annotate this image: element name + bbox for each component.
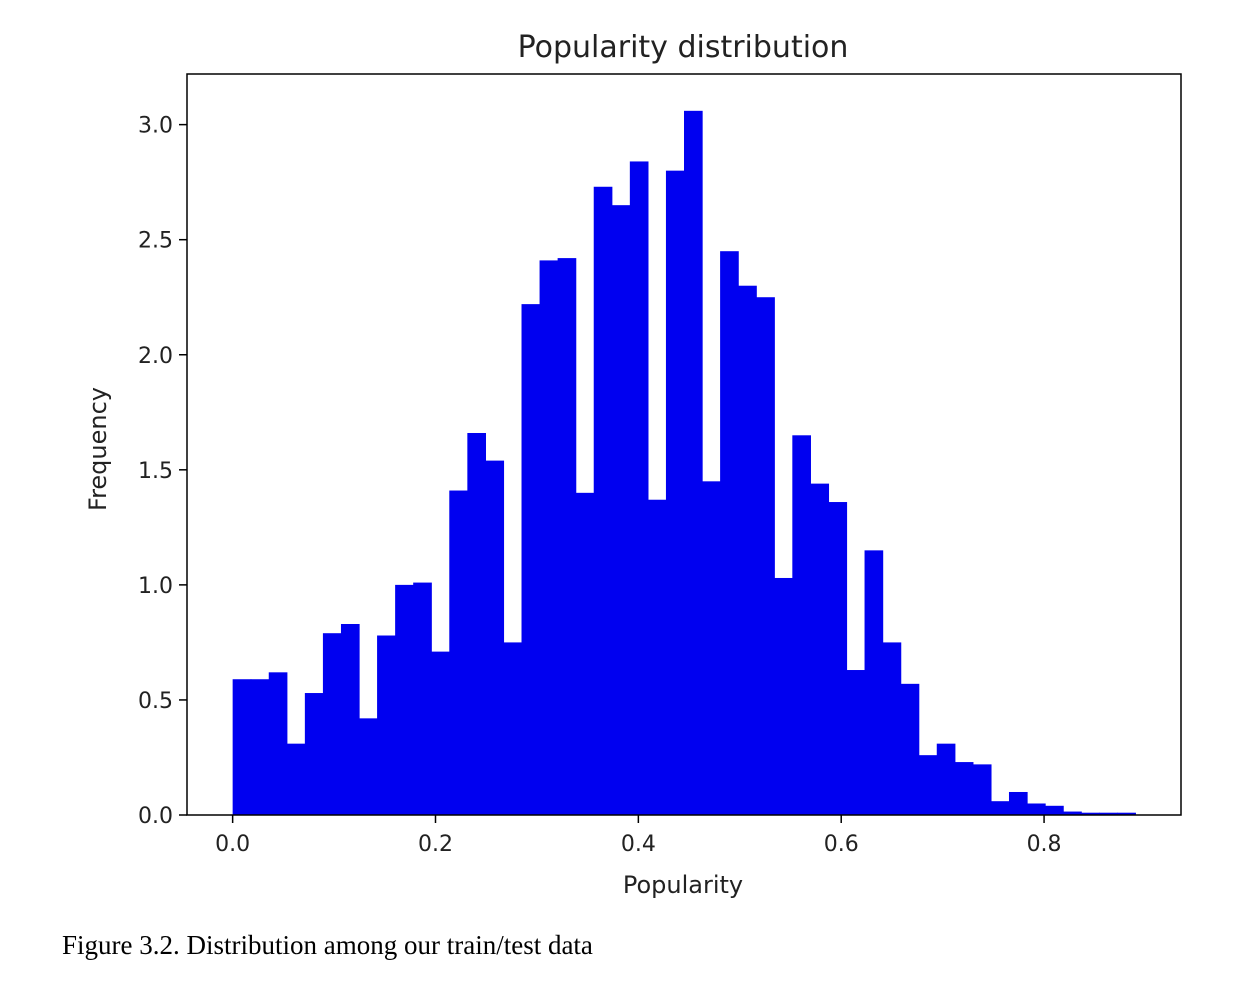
histogram-bar [395,584,414,815]
histogram-bar [250,679,270,815]
histogram-bar [322,633,342,815]
histogram-bar [1008,791,1028,815]
y-tick-label: 2.0 [138,344,173,369]
histogram-bar [954,762,974,815]
histogram-bar [467,432,487,815]
histogram-bar [413,582,432,815]
histogram-bar [611,205,631,816]
histogram-bar [846,670,866,815]
histogram-bar [1027,803,1046,815]
plot-frame [186,73,1182,816]
histogram-bar [720,251,739,815]
histogram-bar [340,623,360,815]
x-tick-label: 0.6 [824,832,859,857]
histogram-bar [286,743,306,815]
histogram-bar [431,651,450,815]
x-axis-label: Popularity [623,871,743,899]
y-tick-label: 2.5 [138,229,173,254]
histogram-bar [990,801,1010,815]
histogram-bar [1063,811,1082,815]
histogram-bar [647,499,667,815]
histogram-bar [810,483,830,815]
histogram-bar [521,304,541,815]
histogram-bar [1099,812,1118,815]
y-tick-label: 0.0 [138,804,173,829]
histogram-bar [665,170,685,816]
histogram-bar [684,110,703,815]
histogram-bar [756,297,775,816]
histogram-bar [918,755,938,815]
y-tick-label: 1.0 [138,574,173,599]
histogram-bar [1117,812,1136,815]
histogram-bar [792,435,811,815]
figure-caption: Figure 3.2. Distribution among our train… [62,930,593,960]
histogram-bar [503,642,523,815]
x-axis-ticks: 0.0 0.2 0.4 0.6 0.8 [215,815,1062,857]
histogram-bar [882,642,902,815]
histogram-bar [936,743,956,815]
histogram-bar [449,490,468,815]
histogram-bar [304,693,324,815]
y-tick-label: 1.5 [138,459,173,484]
histogram-bar [702,481,721,815]
x-tick-label: 0.2 [418,832,453,857]
histogram-chart: Popularity distribution 0.0 0.2 0.4 0.6 0.8 … [84,30,1182,899]
chart-title: Popularity distribution [518,30,849,65]
histogram-bar [738,285,757,815]
y-axis-label: Frequency [84,387,112,511]
y-axis-ticks: 0.0 0.5 1.0 1.5 2.0 2.5 3.0 [138,114,187,829]
histogram-bar [828,502,848,815]
histogram-bars [232,110,1136,816]
x-tick-label: 0.8 [1027,832,1062,857]
y-tick-label: 0.5 [138,689,173,714]
histogram-bar [774,577,793,815]
histogram-bar [593,186,613,815]
histogram-bar [232,679,252,815]
histogram-bar [575,492,595,815]
y-tick-label: 3.0 [138,114,173,139]
histogram-bar [268,672,288,815]
histogram-bar [557,258,577,815]
histogram-bar [359,718,378,815]
x-tick-label: 0.0 [215,832,250,857]
histogram-bar [1045,805,1064,815]
histogram-bar [972,764,992,815]
histogram-bar [485,460,505,815]
histogram-bar [864,550,884,815]
histogram-bar [629,161,649,815]
histogram-bar [539,260,559,815]
histogram-bar [900,683,920,815]
x-tick-label: 0.4 [621,832,656,857]
histogram-bar [1081,812,1100,815]
histogram-bar [377,635,396,815]
